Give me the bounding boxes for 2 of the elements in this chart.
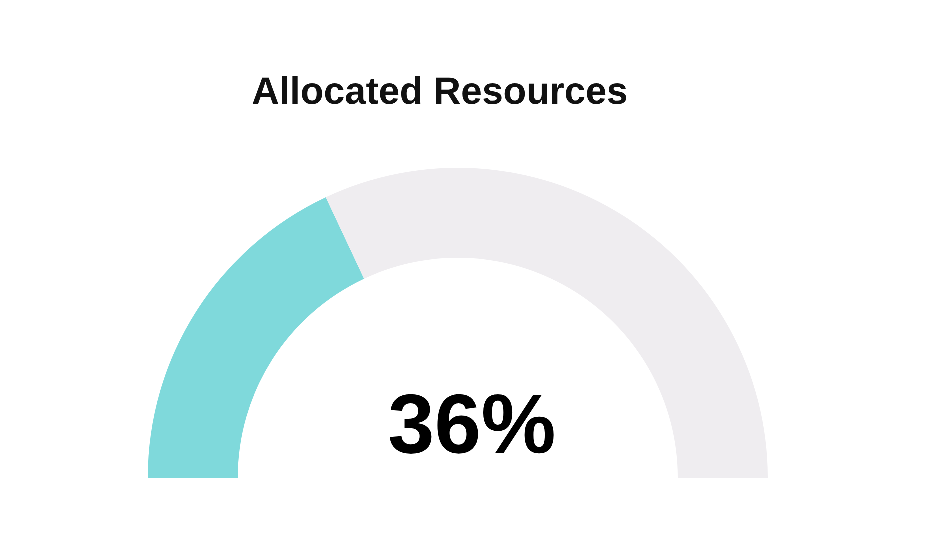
text: 36% — [388, 377, 556, 471]
chart-title: Allocated Resources — [252, 71, 628, 113]
